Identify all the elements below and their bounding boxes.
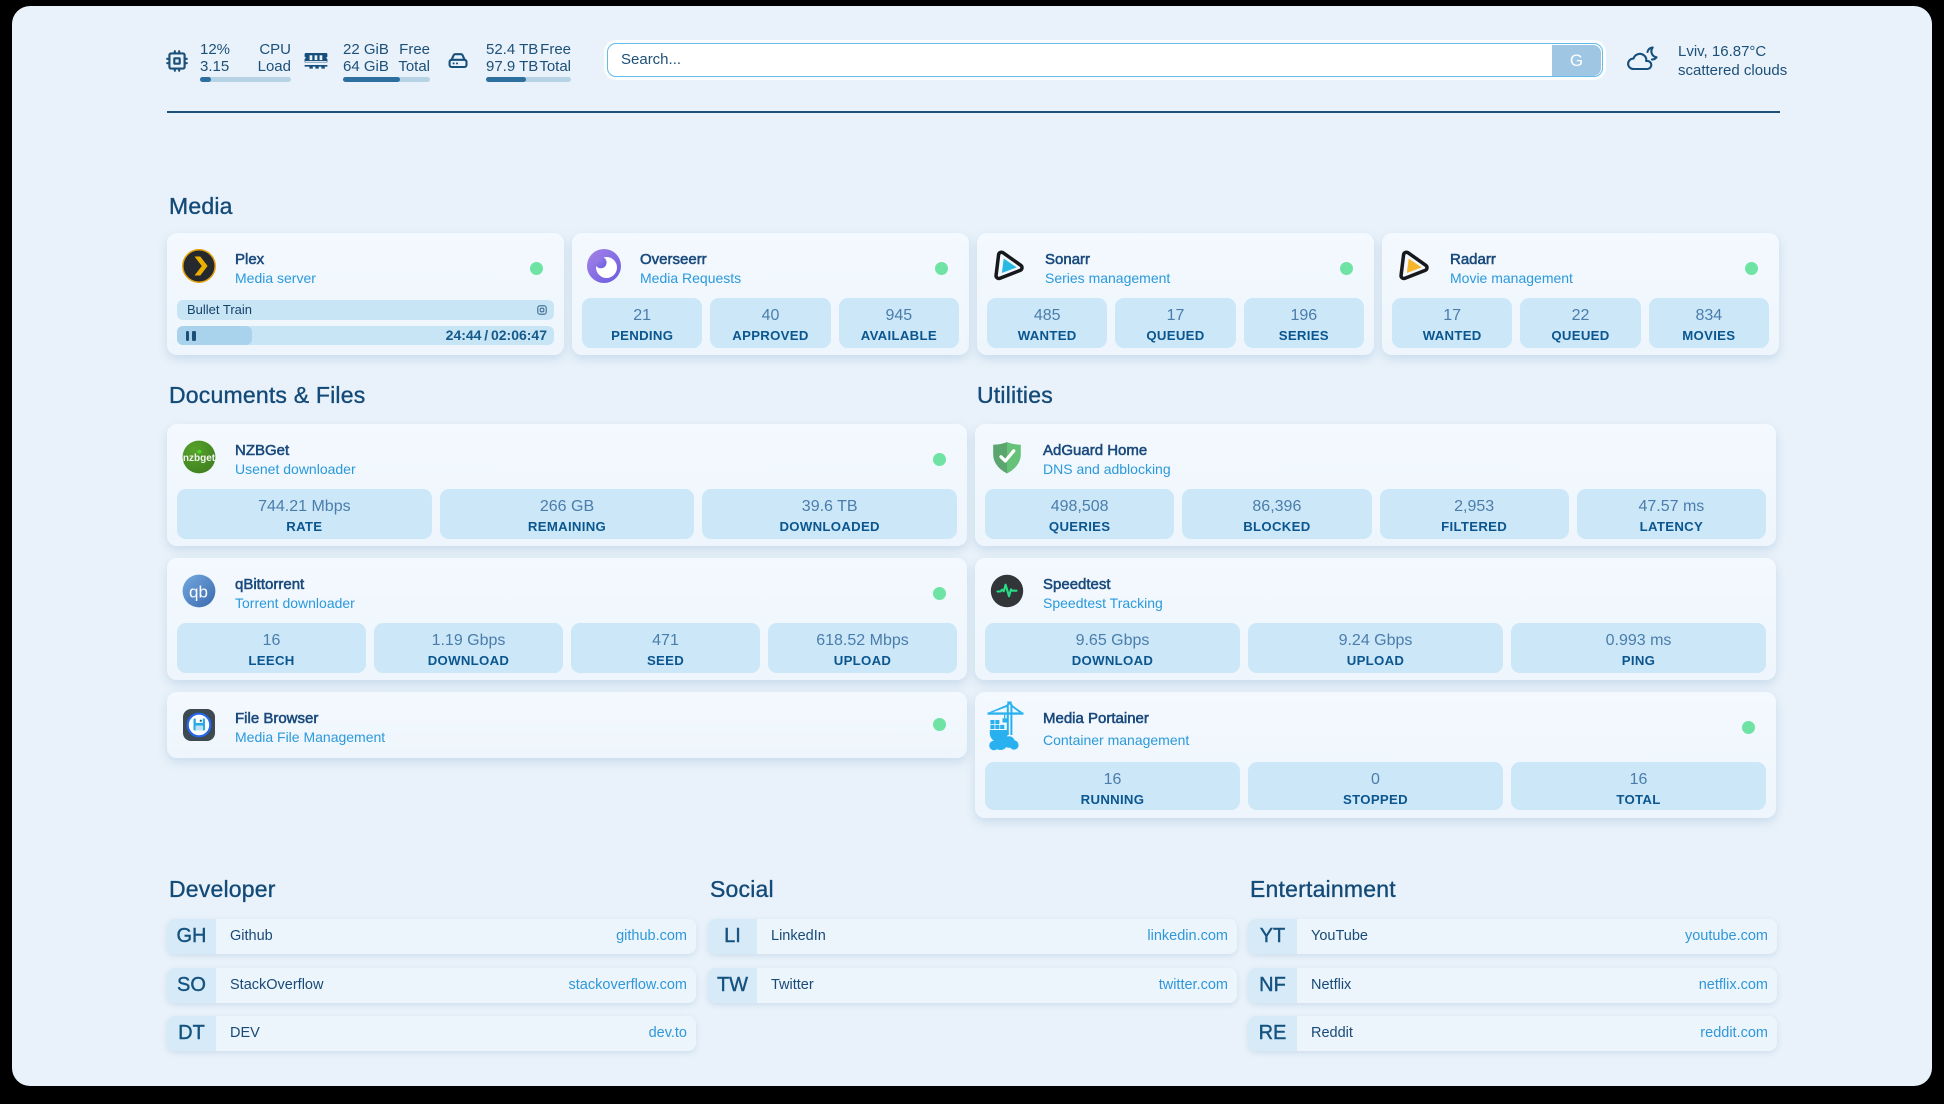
svg-text:nzbget: nzbget: [183, 453, 216, 464]
svg-text:qb: qb: [189, 583, 208, 602]
